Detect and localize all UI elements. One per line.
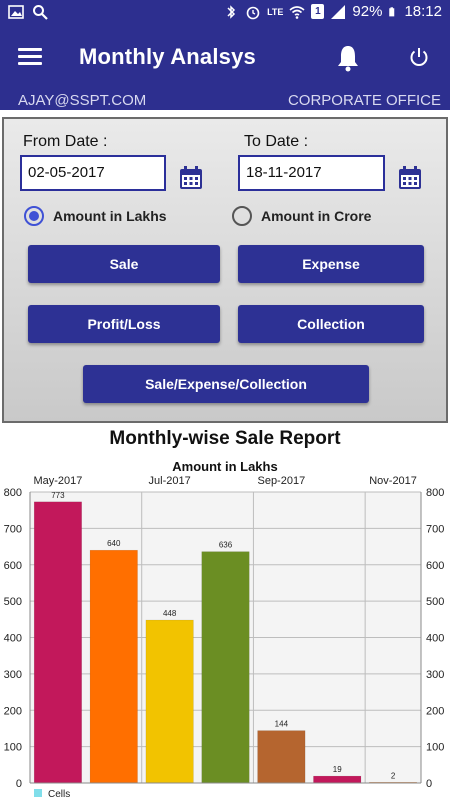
radio-amount-lakhs[interactable]: Amount in Lakhs	[24, 206, 167, 226]
bar-value-label: 19	[333, 765, 342, 774]
chart-title: Monthly-wise Sale Report	[109, 428, 341, 449]
y-tick-label-right: 600	[426, 560, 444, 572]
bar-value-label: 2	[391, 771, 396, 780]
y-tick-label-right: 500	[426, 596, 444, 608]
sale-expense-collection-button[interactable]: Sale/Expense/Collection	[83, 365, 369, 403]
menu-icon[interactable]	[18, 48, 42, 66]
search-icon	[33, 5, 48, 20]
filter-panel: From Date : 02-05-2017 To Date : 18-11-2…	[2, 117, 448, 423]
bluetooth-icon	[227, 4, 236, 19]
bar-value-label: 448	[163, 609, 177, 618]
y-tick-label-left: 300	[4, 669, 22, 681]
y-tick-label-left: 500	[4, 596, 22, 608]
y-tick-label-left: 600	[4, 560, 22, 572]
bar-value-label: 640	[107, 539, 121, 548]
y-tick-label-right: 700	[426, 523, 444, 535]
radio-dot	[24, 206, 44, 226]
x-tick-label-top: Sep-2017	[257, 475, 305, 487]
y-tick-label-right: 200	[426, 705, 444, 717]
radio-amount-crore[interactable]: Amount in Crore	[232, 206, 371, 226]
app-bar: Monthly Analsys AJAY@SSPT.COM CORPORATE …	[0, 26, 450, 110]
network-type-label: LTE	[267, 6, 284, 17]
sale-bar-chart: 0 0 100 100 200 200 300 300 400 400 500 500 600 600 70…	[4, 475, 445, 800]
collection-button[interactable]: Collection	[238, 305, 424, 343]
bar	[313, 775, 362, 784]
image-icon	[8, 5, 24, 19]
bar-value-label: 636	[219, 541, 233, 550]
y-tick-label-right: 0	[426, 778, 432, 790]
y-tick-label-right: 100	[426, 742, 444, 754]
y-tick-label-left: 200	[4, 705, 22, 717]
bar-value-label: 144	[275, 720, 289, 729]
expense-button[interactable]: Expense	[238, 245, 424, 283]
bar	[33, 501, 82, 784]
profit-loss-button[interactable]: Profit/Loss	[28, 305, 220, 343]
office-name: CORPORATE OFFICE	[287, 92, 441, 109]
page-title: Monthly Analsys	[79, 44, 256, 69]
radio-lakhs-label: Amount in Lakhs	[53, 208, 167, 224]
bar-value-label: 773	[51, 491, 65, 500]
y-tick-label-left: 700	[4, 523, 22, 535]
radio-dot	[232, 206, 252, 226]
status-bar: LTE 1 92% 18:12	[0, 0, 450, 26]
bar	[257, 730, 306, 784]
from-date-label: From Date :	[23, 133, 108, 150]
signal-icon	[331, 4, 346, 19]
y-tick-label-left: 100	[4, 742, 22, 754]
y-tick-label-left: 800	[4, 487, 22, 499]
y-tick-label-left: 0	[16, 778, 22, 790]
bar	[201, 551, 250, 784]
y-tick-label-left: 400	[4, 633, 22, 645]
to-date-label: To Date :	[244, 133, 309, 150]
sim-badge: 1	[311, 4, 325, 19]
from-date-input[interactable]: 02-05-2017	[20, 155, 166, 191]
y-tick-label-right: 400	[426, 633, 444, 645]
clock-time: 18:12	[404, 3, 442, 20]
x-tick-label-top: May-2017	[33, 475, 82, 487]
legend-label: Cells	[48, 789, 70, 800]
alarm-icon	[246, 6, 260, 19]
power-icon[interactable]	[408, 46, 430, 68]
y-tick-label-right: 300	[426, 669, 444, 681]
user-email: AJAY@SSPT.COM	[18, 92, 147, 109]
from-calendar-icon[interactable]	[178, 165, 204, 191]
notification-bell-icon[interactable]	[336, 44, 360, 72]
x-tick-label-top: Jul-2017	[149, 475, 191, 487]
legend-swatch	[34, 789, 42, 797]
chart-subtitle: Amount in Lakhs	[172, 459, 278, 474]
to-date-input[interactable]: 18-11-2017	[238, 155, 385, 191]
x-tick-label-top: Nov-2017	[369, 475, 417, 487]
bar	[145, 619, 194, 784]
wifi-icon	[289, 5, 305, 19]
battery-percent: 92%	[352, 3, 383, 20]
bar	[89, 549, 138, 784]
to-calendar-icon[interactable]	[397, 165, 423, 191]
radio-crore-label: Amount in Crore	[261, 208, 372, 224]
sale-button[interactable]: Sale	[28, 245, 220, 283]
battery-icon	[389, 6, 395, 16]
y-tick-label-right: 800	[426, 487, 444, 499]
